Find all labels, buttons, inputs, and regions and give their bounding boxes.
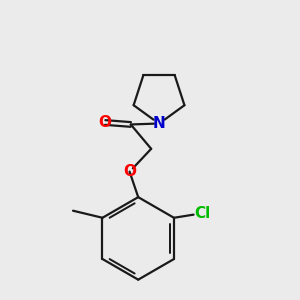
Text: O: O <box>99 115 112 130</box>
Text: Cl: Cl <box>194 206 210 220</box>
Text: N: N <box>153 116 165 131</box>
Text: O: O <box>123 164 136 179</box>
